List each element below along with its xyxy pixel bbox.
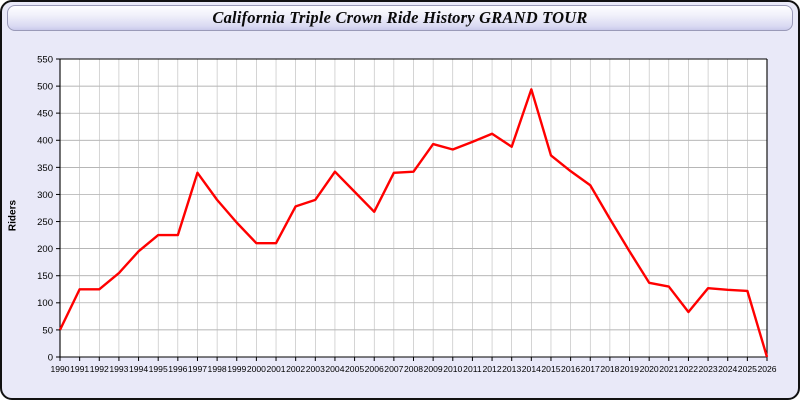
x-tick-label: 2022: [679, 364, 698, 374]
x-tick-label: 2002: [286, 364, 305, 374]
x-tick-label: 1991: [70, 364, 89, 374]
x-tick-label: 2019: [620, 364, 639, 374]
x-tick-label: 2008: [404, 364, 423, 374]
y-tick-label: 550: [37, 54, 53, 65]
x-tick-label: 1992: [90, 364, 109, 374]
x-tick-label: 2026: [757, 364, 776, 374]
x-tick-label: 2003: [306, 364, 325, 374]
x-tick-label: 2000: [247, 364, 266, 374]
x-tick-label: 1990: [50, 364, 69, 374]
y-tick-label: 150: [37, 271, 53, 282]
x-tick-label: 1993: [109, 364, 128, 374]
y-tick-label: 250: [37, 217, 53, 228]
y-tick-label: 50: [42, 325, 53, 336]
y-tick-label: 350: [37, 163, 53, 174]
window-titlebar: California Triple Crown Ride History GRA…: [7, 5, 793, 31]
x-tick-label: 1996: [168, 364, 187, 374]
x-tick-label: 2021: [659, 364, 678, 374]
y-tick-label: 400: [37, 136, 53, 147]
x-tick-label: 2009: [424, 364, 443, 374]
x-tick-label: 2006: [365, 364, 384, 374]
x-tick-label: 2014: [522, 364, 541, 374]
plot-area: Riders 0 50 100 150 200 250 300 350 400 450 500 550…: [2, 32, 798, 398]
x-tick-label: 2004: [325, 364, 344, 374]
x-tick-label: 2010: [443, 364, 462, 374]
y-tick-label: 0: [48, 352, 53, 363]
x-tick-label: 2020: [640, 364, 659, 374]
y-tick-label: 500: [37, 81, 53, 92]
x-tick-label: 2011: [463, 364, 482, 374]
y-tick-label: 300: [37, 190, 53, 201]
y-tick-label: 100: [37, 298, 53, 309]
x-tick-label: 2018: [600, 364, 619, 374]
y-tick-label: 200: [37, 244, 53, 255]
series-line-riders: [58, 88, 769, 358]
x-tick-label: 2015: [541, 364, 560, 374]
x-tick-label: 2025: [738, 364, 757, 374]
x-tick-label: 2024: [718, 364, 737, 374]
x-tick-label: 2012: [482, 364, 501, 374]
x-tick-label: 2005: [345, 364, 364, 374]
x-tick-label: 1994: [129, 364, 148, 374]
y-tick-label: 450: [37, 109, 53, 120]
x-tick-label: 2007: [384, 364, 403, 374]
x-tick-label: 2013: [502, 364, 521, 374]
x-tick-label: 2023: [699, 364, 718, 374]
x-tick-label: 2017: [581, 364, 600, 374]
x-tick-label: 2016: [561, 364, 580, 374]
x-tick-label: 1999: [227, 364, 246, 374]
page-title: California Triple Crown Ride History GRA…: [212, 8, 588, 27]
x-tick-label: 1995: [149, 364, 168, 374]
x-tick-label: 1997: [188, 364, 207, 374]
x-tick-label: 2001: [266, 364, 285, 374]
x-tick-label: 1998: [208, 364, 227, 374]
y-axis-label: Riders: [7, 199, 19, 232]
